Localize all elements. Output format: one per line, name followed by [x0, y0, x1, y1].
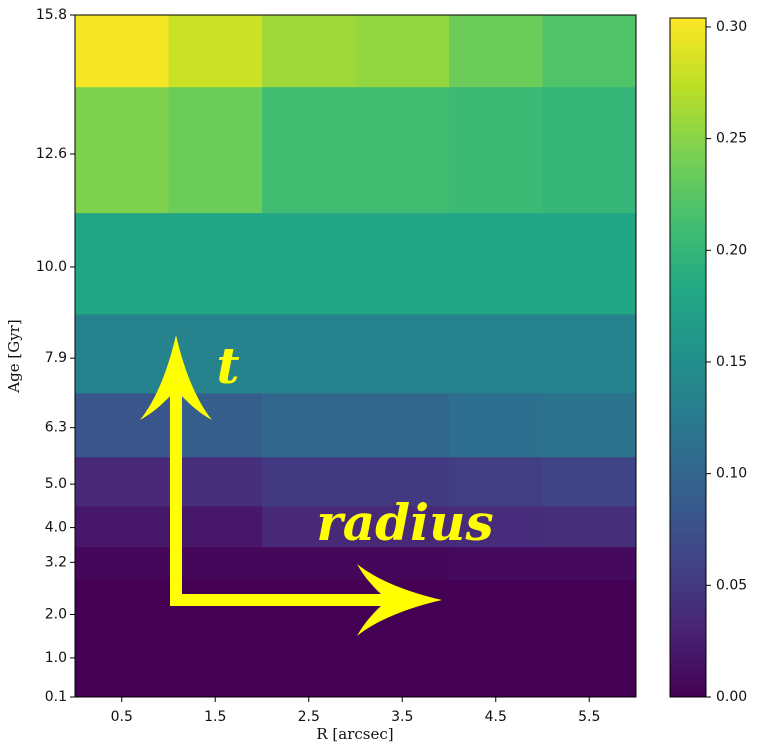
cell [75, 86, 169, 214]
annotation: t [216, 336, 239, 395]
y-tick-label: 1.0 [45, 650, 67, 666]
cell [262, 392, 356, 458]
cell [75, 15, 169, 88]
colorbar-tick-label: 0.10 [716, 466, 747, 482]
x-tick-label: 1.5 [204, 709, 226, 725]
annotation: radius [316, 493, 493, 552]
cell [355, 392, 450, 458]
colorbar-tick-label: 0.05 [716, 577, 747, 593]
x-axis-label: R [arcsec] [316, 725, 393, 743]
x-tick-label: 5.5 [578, 709, 600, 725]
cell [449, 505, 543, 548]
colorbar [669, 17, 707, 698]
cell [355, 86, 450, 214]
cell [262, 546, 356, 581]
cell [262, 505, 356, 548]
cell [168, 505, 263, 548]
cell [355, 15, 450, 88]
cell [542, 392, 637, 458]
y-tick-label: 5.0 [45, 476, 67, 492]
cell [75, 546, 169, 581]
cell [355, 456, 450, 507]
cell [355, 313, 450, 394]
cell [542, 212, 637, 315]
y-tick-label: 10.0 [36, 259, 67, 275]
cell [449, 313, 543, 394]
cell [168, 212, 263, 315]
y-tick-label: 4.0 [45, 520, 67, 536]
y-tick-label: 3.2 [45, 554, 67, 570]
x-tick-label: 3.5 [391, 709, 413, 725]
cell [542, 456, 637, 507]
cell [168, 456, 263, 507]
cell [75, 212, 169, 315]
cell [262, 15, 356, 88]
y-tick-label: 7.9 [45, 350, 67, 366]
cell [355, 505, 450, 548]
x-tick-label: 0.5 [111, 709, 133, 725]
cell [542, 505, 637, 548]
cell [75, 579, 169, 698]
cell [75, 505, 169, 548]
cell [449, 546, 543, 581]
cell [542, 15, 637, 88]
arrows [140, 335, 442, 636]
colorbar-tick-label: 0.15 [716, 354, 747, 370]
cell [449, 86, 543, 214]
plot-frame [74, 14, 637, 698]
cell [262, 86, 356, 214]
cell [542, 546, 637, 581]
y-tick-label: 6.3 [45, 420, 67, 436]
cell [168, 392, 263, 458]
cell [75, 456, 169, 507]
cell [449, 212, 543, 315]
cell [542, 579, 637, 698]
cell [542, 313, 637, 394]
cell [168, 546, 263, 581]
y-tick-label: 0.1 [45, 689, 67, 705]
cell [262, 456, 356, 507]
colorbar-tick-label: 0.20 [716, 242, 747, 258]
cell [168, 86, 263, 214]
cell [449, 579, 543, 698]
y-tick-label: 12.6 [36, 146, 67, 162]
cell [449, 392, 543, 458]
colorbar-tick-label: 0.30 [716, 19, 747, 35]
colorbar-tick-label: 0.00 [716, 689, 747, 705]
cell [262, 313, 356, 394]
y-tick-label: 2.0 [45, 606, 67, 622]
cell [262, 212, 356, 315]
cell [355, 212, 450, 315]
colorbar-tick-label: 0.25 [716, 131, 747, 147]
x-tick-label: 4.5 [485, 709, 507, 725]
y-axis-label: Age [Gyr] [5, 319, 23, 393]
cell [75, 313, 169, 394]
cell [542, 86, 637, 214]
cell [168, 15, 263, 88]
cell [449, 456, 543, 507]
cell [449, 15, 543, 88]
y-tick-label: 15.8 [36, 7, 67, 23]
x-tick-label: 2.5 [298, 709, 320, 725]
